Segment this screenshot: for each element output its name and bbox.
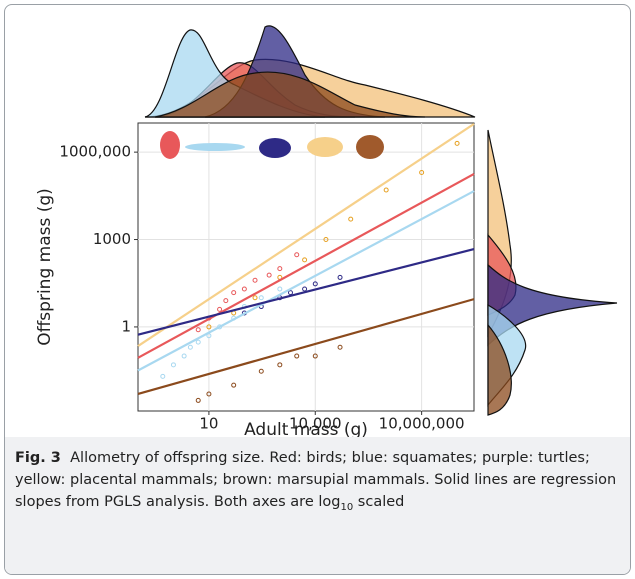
lizard-icon	[185, 143, 245, 151]
kangaroo-icon	[356, 135, 384, 159]
point	[312, 353, 318, 359]
point	[252, 277, 258, 283]
point	[241, 286, 247, 292]
y-tick-label: 1000	[93, 230, 131, 248]
point	[206, 391, 212, 397]
right-density	[487, 129, 618, 416]
point	[312, 281, 318, 287]
point	[277, 362, 283, 368]
caption-sub: 10	[340, 501, 354, 513]
point	[231, 382, 237, 388]
point	[302, 257, 308, 263]
caption: Fig. 3 Allometry of offspring size. Red:…	[5, 437, 630, 574]
caption-label: Fig. 3	[15, 450, 61, 466]
caption-text: Allometry of offspring size. Red: birds;…	[15, 450, 617, 510]
x-axis-label: Adult mass (g)	[244, 420, 368, 437]
point	[170, 362, 176, 368]
point	[419, 169, 425, 175]
turtle-icon	[259, 138, 291, 158]
regression-line	[137, 173, 475, 359]
point	[337, 344, 343, 350]
top-density	[144, 25, 476, 118]
y-axis-label: Offspring mass (g)	[35, 188, 55, 346]
point	[323, 237, 329, 243]
point	[231, 290, 237, 296]
point	[287, 290, 293, 296]
point	[160, 373, 166, 379]
point	[337, 274, 343, 280]
regression-line	[137, 190, 475, 372]
x-tick-label: 10,000,000	[379, 415, 465, 433]
point	[187, 344, 193, 350]
point	[195, 397, 201, 403]
y-tick-label: 1	[121, 317, 131, 335]
point	[302, 286, 308, 292]
point	[258, 368, 264, 374]
wolf-icon	[307, 137, 343, 157]
point	[294, 252, 300, 258]
point	[277, 266, 283, 272]
point	[258, 295, 264, 301]
y-tick-label: 1000,000	[59, 143, 131, 161]
point	[195, 327, 201, 333]
point	[277, 286, 283, 292]
regression-line	[137, 123, 475, 347]
point	[206, 324, 212, 330]
point	[294, 353, 300, 359]
x-tick-label: 10,000	[289, 415, 342, 433]
chart: Adult mass (g) Offspring mass (g) 10 10,0…	[35, 25, 618, 437]
point	[223, 298, 229, 304]
bird-icon	[160, 131, 180, 159]
point	[348, 216, 354, 222]
point	[383, 187, 389, 193]
regression-line	[137, 248, 475, 336]
x-tick-label: 10	[199, 415, 218, 433]
caption-tail: scaled	[353, 494, 405, 510]
point	[454, 140, 460, 146]
point	[181, 353, 187, 359]
point	[266, 272, 272, 278]
regression-line	[137, 298, 475, 396]
density	[487, 323, 512, 416]
point	[252, 295, 258, 301]
figure: Adult mass (g) Offspring mass (g) 10 10,0…	[4, 4, 631, 575]
point	[217, 306, 223, 312]
silhouettes	[160, 131, 384, 159]
point	[195, 339, 201, 345]
density	[154, 71, 426, 118]
